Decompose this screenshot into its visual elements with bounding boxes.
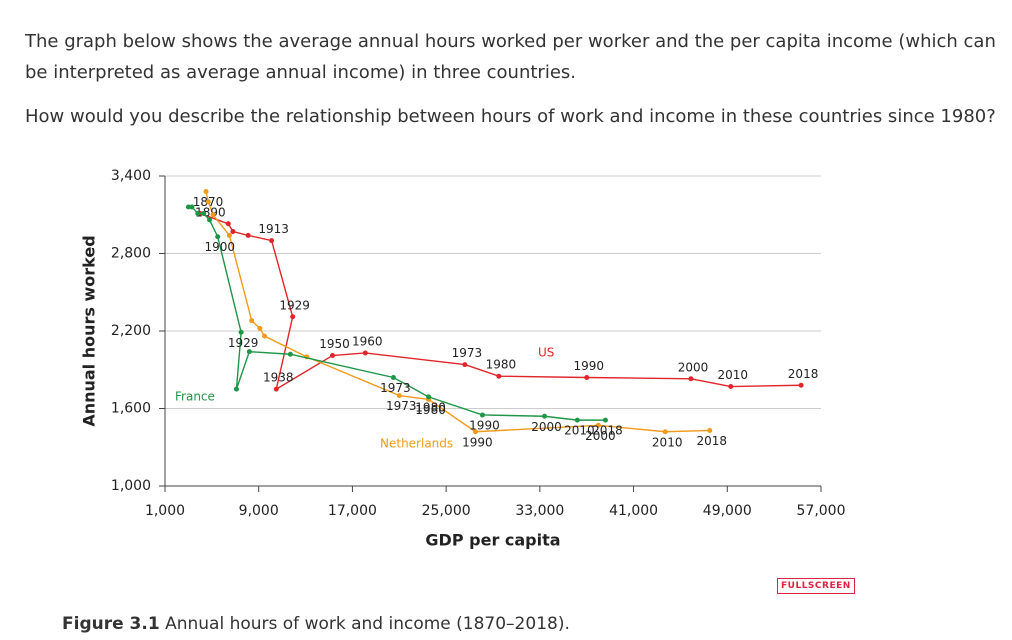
point-label: 1980 xyxy=(415,400,446,414)
question: How would you describe the relationship … xyxy=(25,106,996,127)
point xyxy=(215,234,221,240)
point-label: 2000 xyxy=(678,360,709,374)
point-label: 1973 xyxy=(380,381,411,395)
point xyxy=(542,413,548,419)
point xyxy=(707,427,713,433)
point xyxy=(362,350,368,356)
y-tick-label: 1,600 xyxy=(111,401,151,417)
series-line xyxy=(205,191,710,433)
chart: Annual hours worked GDP per capita 1,000… xyxy=(80,168,846,550)
x-tick-label: 25,000 xyxy=(422,503,471,519)
point xyxy=(245,232,251,238)
point xyxy=(426,394,432,400)
point xyxy=(189,204,195,210)
series-name: Netherlands xyxy=(380,437,453,451)
point xyxy=(798,382,804,388)
point xyxy=(496,373,502,379)
y-tick-label: 3,400 xyxy=(111,168,151,184)
point-label: 1929 xyxy=(279,298,310,312)
x-tick-label: 41,000 xyxy=(609,503,658,519)
point xyxy=(195,210,201,216)
point-label: 2000 xyxy=(531,420,562,434)
point xyxy=(390,375,396,380)
point-label: 1960 xyxy=(352,334,383,348)
point-label: 1973 xyxy=(386,399,417,413)
point-label: 1973 xyxy=(452,346,483,360)
point xyxy=(230,229,236,235)
x-tick-label: 33,000 xyxy=(515,503,564,519)
point xyxy=(462,362,468,368)
point xyxy=(595,422,601,428)
point-label: 1913 xyxy=(258,222,289,236)
x-tick-label: 49,000 xyxy=(703,503,752,519)
point-label: 2018 xyxy=(696,434,727,448)
point-label: 2018 xyxy=(592,424,623,438)
point xyxy=(207,217,213,223)
point-label: 1990 xyxy=(469,418,500,432)
point xyxy=(262,333,268,339)
y-axis-title: Annual hours worked xyxy=(80,235,99,426)
point xyxy=(662,429,668,435)
point-label: 1929 xyxy=(228,336,259,350)
point xyxy=(688,376,694,382)
point-label: 2018 xyxy=(788,367,819,381)
y-tick-label: 2,800 xyxy=(111,246,151,262)
point xyxy=(249,318,255,324)
point xyxy=(396,393,402,399)
x-tick-label: 57,000 xyxy=(797,503,846,519)
point xyxy=(201,210,207,216)
point xyxy=(269,238,275,244)
point-label: 2010 xyxy=(652,435,683,449)
point xyxy=(330,353,336,359)
point xyxy=(225,221,231,227)
point-label: 1980 xyxy=(486,358,517,372)
y-tick-label: 2,200 xyxy=(111,323,151,339)
point xyxy=(238,329,244,335)
point xyxy=(584,375,590,380)
x-tick-label: 17,000 xyxy=(328,503,377,519)
point-label: 2010 xyxy=(718,368,749,382)
point xyxy=(226,232,232,238)
point xyxy=(185,204,191,210)
point xyxy=(479,412,485,418)
series-line xyxy=(188,206,606,421)
point xyxy=(602,417,608,423)
figure-label: Figure 3.1 xyxy=(62,614,160,634)
caption-text: Annual hours of work and income (1870–20… xyxy=(165,614,570,634)
point xyxy=(574,417,580,423)
x-axis-title: GDP per capita xyxy=(425,531,560,550)
x-tick-label: 9,000 xyxy=(239,503,279,519)
point-label: 2010 xyxy=(564,424,595,438)
point xyxy=(246,349,252,355)
point-label: 1990 xyxy=(573,359,604,373)
point-label: 1890 xyxy=(195,205,226,219)
point xyxy=(273,386,279,392)
x-tick-label: 1,000 xyxy=(145,503,185,519)
point-label: 1950 xyxy=(319,337,350,351)
y-tick-label: 1,000 xyxy=(111,478,151,494)
caption: Figure 3.1 Annual hours of work and inco… xyxy=(62,614,570,634)
point xyxy=(203,189,209,194)
point-label: 2000 xyxy=(585,429,616,443)
fullscreen-button[interactable]: FULLSCREEN xyxy=(777,578,855,594)
point-label: 1900 xyxy=(204,240,235,254)
point-label: 1990 xyxy=(462,435,493,449)
intro: The graph below shows the average annual… xyxy=(25,31,996,83)
point xyxy=(728,384,734,390)
point xyxy=(287,351,293,357)
point xyxy=(472,429,478,435)
point xyxy=(257,325,263,331)
series-name: France xyxy=(175,390,215,404)
point xyxy=(210,212,216,218)
point xyxy=(233,386,239,392)
point xyxy=(290,314,296,320)
point xyxy=(205,199,211,205)
series-name: US xyxy=(538,346,554,360)
point-label: 1938 xyxy=(263,371,294,385)
point-label: 1980 xyxy=(415,403,446,417)
